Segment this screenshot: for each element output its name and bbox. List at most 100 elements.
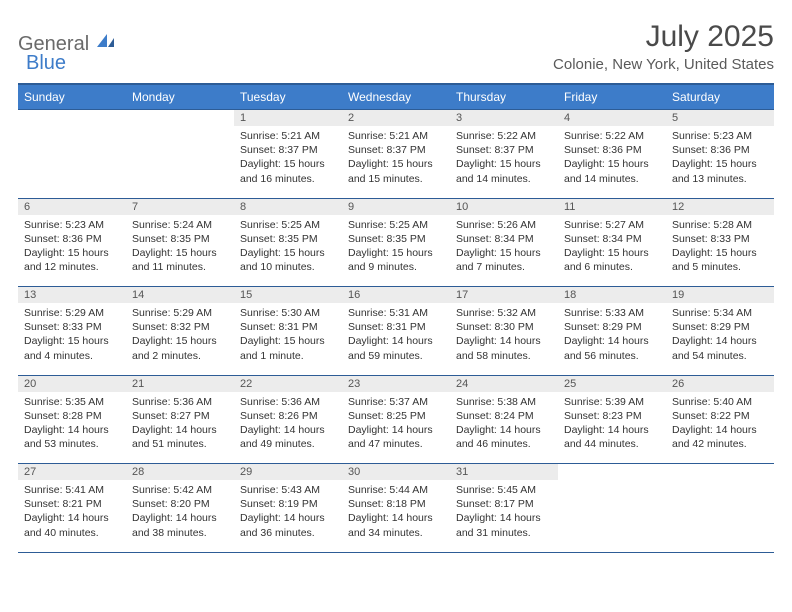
sunset-text: Sunset: 8:30 PM [456,320,552,334]
day-content-cell: Sunrise: 5:21 AMSunset: 8:37 PMDaylight:… [342,126,450,198]
day-number-cell: 27 [18,464,126,481]
sunset-text: Sunset: 8:28 PM [24,409,120,423]
day-number-cell: 11 [558,198,666,215]
day-content-cell: Sunrise: 5:31 AMSunset: 8:31 PMDaylight:… [342,303,450,375]
day-content-cell: Sunrise: 5:30 AMSunset: 8:31 PMDaylight:… [234,303,342,375]
sunset-text: Sunset: 8:33 PM [24,320,120,334]
sunrise-text: Sunrise: 5:23 AM [24,218,120,232]
week-daynum-row: 20212223242526 [18,375,774,392]
daylight-text: Daylight: 15 hours and 11 minutes. [132,246,228,274]
sunset-text: Sunset: 8:22 PM [672,409,768,423]
day-number-cell: 13 [18,287,126,304]
sunset-text: Sunset: 8:36 PM [24,232,120,246]
day-content-cell: Sunrise: 5:34 AMSunset: 8:29 PMDaylight:… [666,303,774,375]
day-number-cell [558,464,666,481]
sunrise-text: Sunrise: 5:42 AM [132,483,228,497]
week-content-row: Sunrise: 5:23 AMSunset: 8:36 PMDaylight:… [18,215,774,287]
sunset-text: Sunset: 8:37 PM [348,143,444,157]
month-title: July 2025 [553,20,774,54]
sunrise-text: Sunrise: 5:28 AM [672,218,768,232]
daylight-text: Daylight: 14 hours and 40 minutes. [24,511,120,539]
sunrise-text: Sunrise: 5:25 AM [240,218,336,232]
sunrise-text: Sunrise: 5:29 AM [24,306,120,320]
sunset-text: Sunset: 8:36 PM [564,143,660,157]
day-content-cell: Sunrise: 5:23 AMSunset: 8:36 PMDaylight:… [666,126,774,198]
day-content-cell: Sunrise: 5:41 AMSunset: 8:21 PMDaylight:… [18,480,126,552]
dayhdr-saturday: Saturday [666,84,774,110]
sunrise-text: Sunrise: 5:21 AM [348,129,444,143]
title-block: July 2025 Colonie, New York, United Stat… [553,20,774,73]
sunset-text: Sunset: 8:36 PM [672,143,768,157]
day-content-cell: Sunrise: 5:22 AMSunset: 8:36 PMDaylight:… [558,126,666,198]
daylight-text: Daylight: 15 hours and 4 minutes. [24,334,120,362]
sunrise-text: Sunrise: 5:22 AM [564,129,660,143]
day-number-cell: 2 [342,110,450,127]
calendar-table: Sunday Monday Tuesday Wednesday Thursday… [18,83,774,553]
daylight-text: Daylight: 15 hours and 7 minutes. [456,246,552,274]
sunset-text: Sunset: 8:26 PM [240,409,336,423]
day-number-cell: 26 [666,375,774,392]
page-header: General July 2025 Colonie, New York, Uni… [18,20,774,73]
day-content-cell: Sunrise: 5:21 AMSunset: 8:37 PMDaylight:… [234,126,342,198]
day-content-cell: Sunrise: 5:25 AMSunset: 8:35 PMDaylight:… [342,215,450,287]
day-content-cell [558,480,666,552]
day-content-cell: Sunrise: 5:38 AMSunset: 8:24 PMDaylight:… [450,392,558,464]
day-content-cell: Sunrise: 5:37 AMSunset: 8:25 PMDaylight:… [342,392,450,464]
day-number-cell: 16 [342,287,450,304]
day-content-cell [18,126,126,198]
day-content-cell: Sunrise: 5:26 AMSunset: 8:34 PMDaylight:… [450,215,558,287]
daylight-text: Daylight: 15 hours and 9 minutes. [348,246,444,274]
sunset-text: Sunset: 8:35 PM [240,232,336,246]
day-number-cell: 3 [450,110,558,127]
day-content-cell: Sunrise: 5:27 AMSunset: 8:34 PMDaylight:… [558,215,666,287]
sunrise-text: Sunrise: 5:27 AM [564,218,660,232]
day-number-cell: 28 [126,464,234,481]
logo-text-blue: Blue [26,52,118,75]
sunset-text: Sunset: 8:31 PM [240,320,336,334]
daylight-text: Daylight: 15 hours and 5 minutes. [672,246,768,274]
day-number-cell: 17 [450,287,558,304]
logo-stack: General Blue [18,26,118,75]
daylight-text: Daylight: 14 hours and 42 minutes. [672,423,768,451]
day-number-cell: 6 [18,198,126,215]
sunset-text: Sunset: 8:35 PM [348,232,444,246]
sunrise-text: Sunrise: 5:21 AM [240,129,336,143]
day-header-row: Sunday Monday Tuesday Wednesday Thursday… [18,84,774,110]
daylight-text: Daylight: 14 hours and 31 minutes. [456,511,552,539]
daylight-text: Daylight: 14 hours and 56 minutes. [564,334,660,362]
week-daynum-row: 12345 [18,110,774,127]
sunrise-text: Sunrise: 5:43 AM [240,483,336,497]
daylight-text: Daylight: 15 hours and 12 minutes. [24,246,120,274]
daylight-text: Daylight: 14 hours and 47 minutes. [348,423,444,451]
day-content-cell: Sunrise: 5:45 AMSunset: 8:17 PMDaylight:… [450,480,558,552]
sunrise-text: Sunrise: 5:40 AM [672,395,768,409]
day-content-cell [126,126,234,198]
daylight-text: Daylight: 14 hours and 51 minutes. [132,423,228,451]
sunrise-text: Sunrise: 5:41 AM [24,483,120,497]
daylight-text: Daylight: 15 hours and 10 minutes. [240,246,336,274]
sunrise-text: Sunrise: 5:39 AM [564,395,660,409]
day-content-cell: Sunrise: 5:29 AMSunset: 8:32 PMDaylight:… [126,303,234,375]
week-daynum-row: 6789101112 [18,198,774,215]
sunrise-text: Sunrise: 5:33 AM [564,306,660,320]
day-content-cell: Sunrise: 5:43 AMSunset: 8:19 PMDaylight:… [234,480,342,552]
day-number-cell: 12 [666,198,774,215]
daylight-text: Daylight: 14 hours and 59 minutes. [348,334,444,362]
day-content-cell: Sunrise: 5:44 AMSunset: 8:18 PMDaylight:… [342,480,450,552]
day-content-cell: Sunrise: 5:36 AMSunset: 8:27 PMDaylight:… [126,392,234,464]
sunrise-text: Sunrise: 5:22 AM [456,129,552,143]
day-number-cell: 18 [558,287,666,304]
sunrise-text: Sunrise: 5:29 AM [132,306,228,320]
dayhdr-friday: Friday [558,84,666,110]
day-number-cell: 30 [342,464,450,481]
sunset-text: Sunset: 8:19 PM [240,497,336,511]
daylight-text: Daylight: 14 hours and 54 minutes. [672,334,768,362]
sunrise-text: Sunrise: 5:26 AM [456,218,552,232]
daylight-text: Daylight: 14 hours and 53 minutes. [24,423,120,451]
day-number-cell: 5 [666,110,774,127]
sunrise-text: Sunrise: 5:30 AM [240,306,336,320]
week-content-row: Sunrise: 5:41 AMSunset: 8:21 PMDaylight:… [18,480,774,552]
day-number-cell: 19 [666,287,774,304]
week-content-row: Sunrise: 5:21 AMSunset: 8:37 PMDaylight:… [18,126,774,198]
week-daynum-row: 2728293031 [18,464,774,481]
